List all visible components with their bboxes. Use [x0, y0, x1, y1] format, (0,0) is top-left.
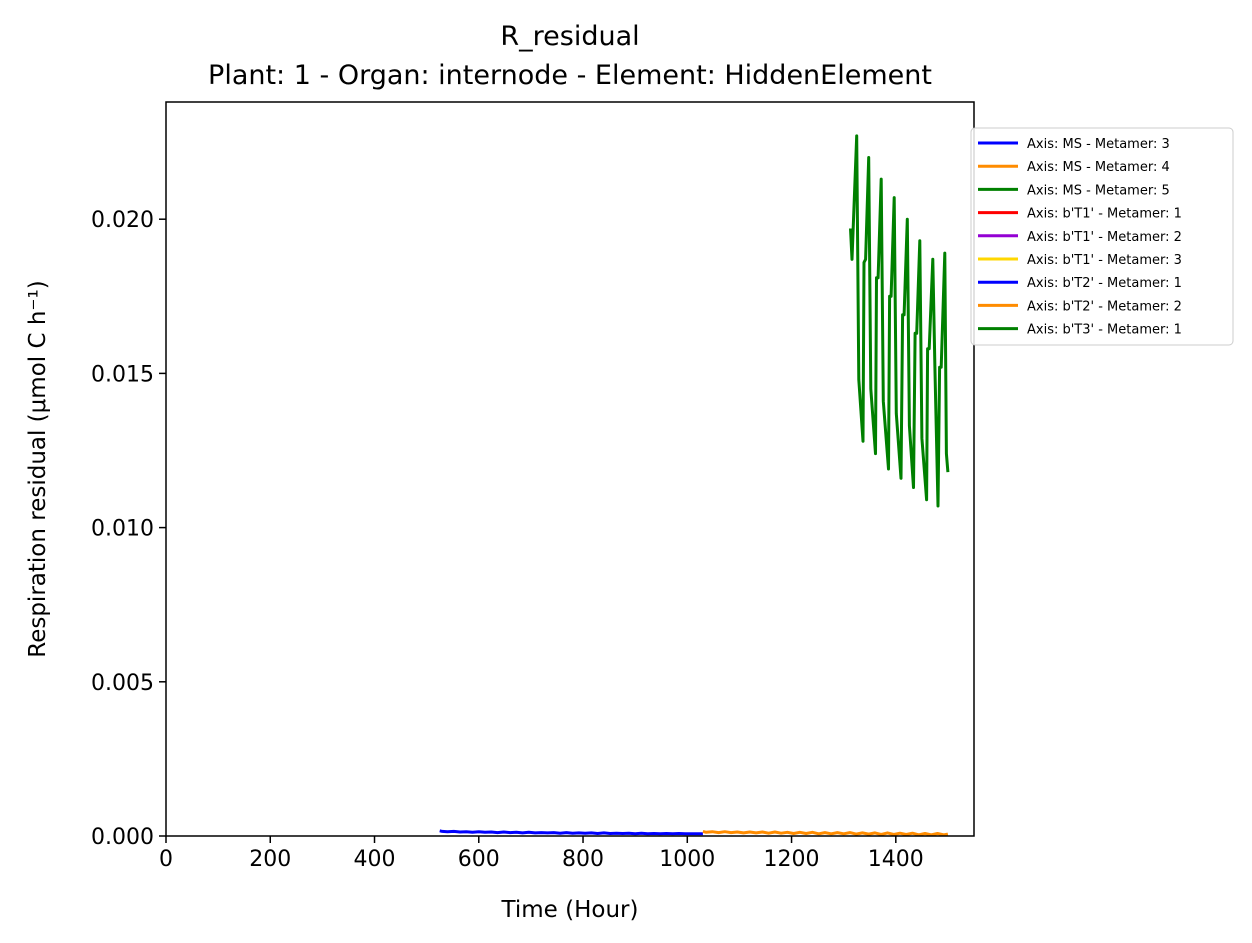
x-tick-label: 0: [159, 847, 173, 872]
x-tick-label: 1000: [659, 847, 715, 872]
plot-frame: [165, 101, 975, 837]
legend: Axis: MS - Metamer: 3 Axis: MS - Metamer:…: [970, 127, 1234, 346]
x-tick-label: 1400: [868, 847, 924, 872]
x-tick-label: 400: [354, 847, 396, 872]
y-tick-label: 0.005: [91, 671, 154, 696]
legend-entry: Axis: b'T1' - Metamer: 3: [1027, 253, 1182, 268]
chart-subtitle: Plant: 1 - Organ: internode - Element: H…: [208, 60, 932, 91]
legend-entry: Axis: MS - Metamer: 4: [1027, 160, 1170, 175]
legend-box: [970, 127, 1234, 346]
legend-entry: Axis: MS - Metamer: 3: [1027, 137, 1170, 152]
plot-lines: [439, 134, 950, 837]
legend-entry: Axis: MS - Metamer: 5: [1027, 183, 1170, 198]
y-tick-label: 0.000: [91, 825, 154, 850]
x-tick-label: 600: [458, 847, 500, 872]
x-axis-label: Time (Hour): [501, 897, 639, 923]
x-tick-label: 1200: [764, 847, 820, 872]
y-axis-label: Respiration residual (μmol C h⁻¹): [25, 280, 51, 658]
legend-entry: Axis: b'T2' - Metamer: 2: [1027, 299, 1182, 314]
y-tick-label: 0.015: [91, 362, 154, 387]
legend-entry: Axis: b'T1' - Metamer: 2: [1027, 230, 1182, 245]
legend-entry: Axis: b'T3' - Metamer: 1: [1027, 323, 1182, 338]
y-tick-label: 0.010: [91, 517, 154, 542]
y-axis-ticks: 0.000 0.005 0.010 0.015 0.020: [91, 208, 166, 850]
series-line-3: [849, 134, 950, 508]
x-axis-ticks: 0 200 400 600 800 1000 1200 1400: [159, 836, 924, 872]
legend-entry: Axis: b'T1' - Metamer: 1: [1027, 207, 1182, 222]
y-tick-label: 0.020: [91, 208, 154, 233]
legend-entry: Axis: b'T2' - Metamer: 1: [1027, 276, 1182, 291]
series-line-1: [439, 829, 703, 836]
chart-title: R_residual: [500, 21, 639, 52]
x-tick-label: 800: [562, 847, 604, 872]
x-tick-label: 200: [249, 847, 291, 872]
series-line-2: [702, 829, 949, 837]
